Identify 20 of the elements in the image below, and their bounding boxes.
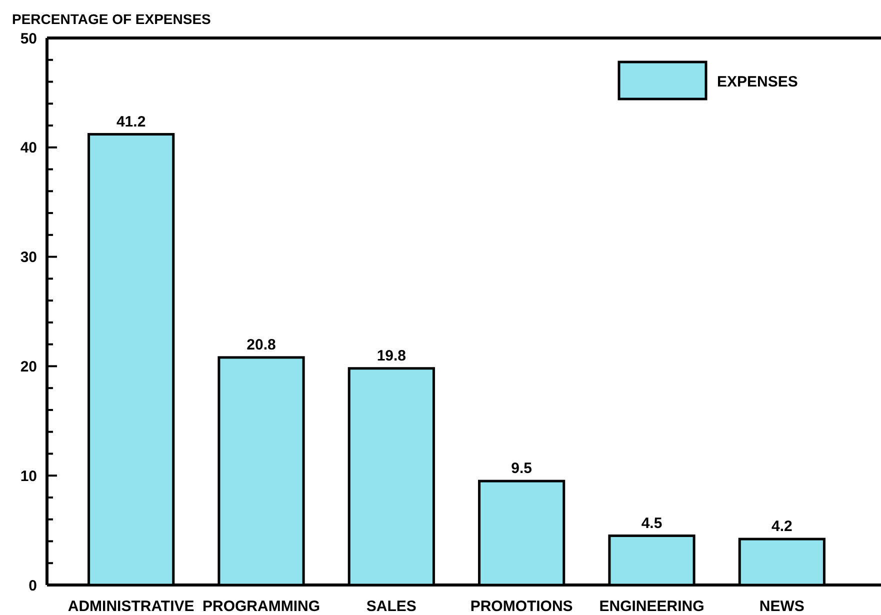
data-label: 41.2 bbox=[116, 113, 146, 130]
y-tick-label: 10 bbox=[20, 468, 37, 485]
data-label: 4.2 bbox=[771, 518, 792, 536]
y-tick-label: 0 bbox=[28, 577, 37, 594]
data-label: 4.5 bbox=[641, 514, 662, 532]
data-label: 19.8 bbox=[376, 347, 406, 364]
data-label: 9.5 bbox=[511, 460, 532, 478]
y-tick-label: 40 bbox=[20, 140, 37, 157]
y-tick-label: 50 bbox=[20, 30, 37, 48]
x-tick-label: SALES bbox=[366, 598, 416, 615]
x-tick-label: ADMINISTRATIVE bbox=[68, 598, 194, 615]
x-tick-label: NEWS bbox=[759, 598, 804, 615]
data-label: 20.8 bbox=[246, 336, 276, 354]
y-axis-title: PERCENTAGE OF EXPENSES bbox=[12, 11, 211, 27]
text: EXPENSES bbox=[717, 73, 798, 90]
x-tick-label: ENGINEERING bbox=[599, 598, 704, 615]
x-tick-label: PROMOTIONS bbox=[470, 598, 573, 615]
x-tick-label: PROGRAMMING bbox=[202, 598, 320, 615]
y-tick-label: 30 bbox=[20, 249, 37, 266]
y-tick-label: 20 bbox=[20, 358, 37, 376]
